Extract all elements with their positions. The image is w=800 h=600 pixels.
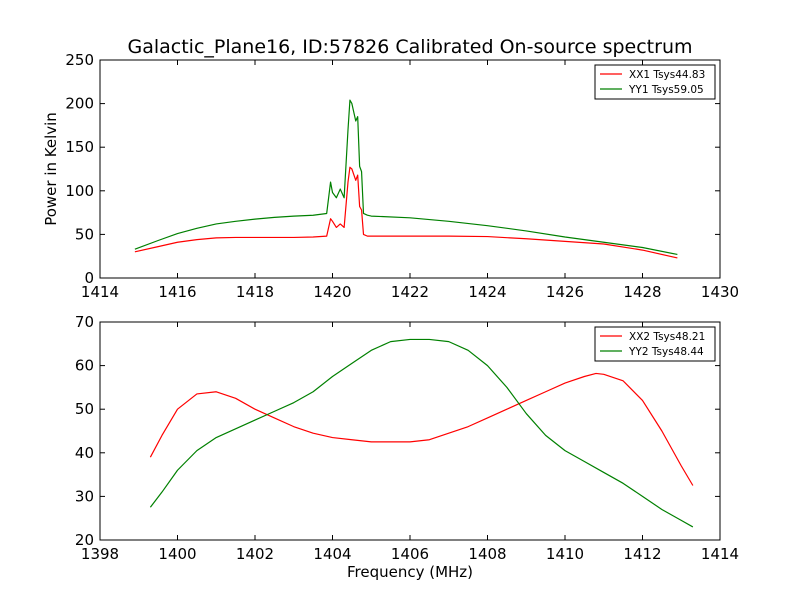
y-tick-label: 60 <box>75 357 94 375</box>
x-tick-label: 1404 <box>313 545 351 563</box>
y-tick-label: 30 <box>75 487 94 505</box>
x-tick-label: 1416 <box>158 283 196 301</box>
x-tick-label: 1398 <box>81 545 119 563</box>
x-axis-label: Frequency (MHz) <box>347 563 473 581</box>
legend-label: XX1 Tsys44.83 <box>629 69 705 81</box>
series-line-1-2 <box>134 99 678 256</box>
legend-label: YY2 Tsys48.44 <box>628 346 704 358</box>
y-tick-label: 200 <box>65 95 94 113</box>
x-tick-label: 1410 <box>546 545 584 563</box>
x-tick-label: 1426 <box>546 283 584 301</box>
x-tick-label: 1414 <box>701 545 739 563</box>
x-tick-label: 1402 <box>236 545 274 563</box>
top-panel: 1414 1416 1418 1420 1422 1424 1426 1428 1430 0 50 1… <box>42 51 739 301</box>
legend-label: YY1 Tsys59.05 <box>628 84 704 96</box>
series-line-2-1 <box>149 372 694 486</box>
x-tick-label: 1424 <box>468 283 506 301</box>
y-axis-label: Power in Kelvin <box>42 112 60 226</box>
y-tick-label: 70 <box>75 313 94 331</box>
x-tick-label: 1414 <box>81 283 119 301</box>
y-tick-label: 100 <box>65 182 94 200</box>
x-tick-label: 1430 <box>701 283 739 301</box>
y-tick-label: 20 <box>75 531 94 549</box>
series-line-1-1 <box>134 166 678 259</box>
y-tick-label: 0 <box>84 269 94 287</box>
y-tick-label: 40 <box>75 444 94 462</box>
x-tick-label: 1420 <box>313 283 351 301</box>
legend-box <box>594 326 716 362</box>
x-tick-label: 1428 <box>623 283 661 301</box>
x-tick-label: 1400 <box>158 545 196 563</box>
series-line-2-2 <box>149 338 694 528</box>
x-tick-label: 1406 <box>391 545 429 563</box>
bottom-panel: 1398 1400 1402 1404 1406 1408 1410 1412 1414 20 30… <box>75 313 739 581</box>
y-tick-label: 250 <box>65 51 94 69</box>
x-tick-label: 1418 <box>236 283 274 301</box>
y-tick-label: 150 <box>65 138 94 156</box>
x-tick-label: 1422 <box>391 283 429 301</box>
y-tick-label: 50 <box>75 225 94 243</box>
chart-title: Galactic_Plane16, ID:57826 Calibrated On… <box>127 36 692 58</box>
x-tick-label: 1408 <box>468 545 506 563</box>
legend-label: XX2 Tsys48.21 <box>629 331 705 343</box>
x-tick-label: 1412 <box>623 545 661 563</box>
y-tick-label: 50 <box>75 400 94 418</box>
legend-box <box>594 64 716 100</box>
